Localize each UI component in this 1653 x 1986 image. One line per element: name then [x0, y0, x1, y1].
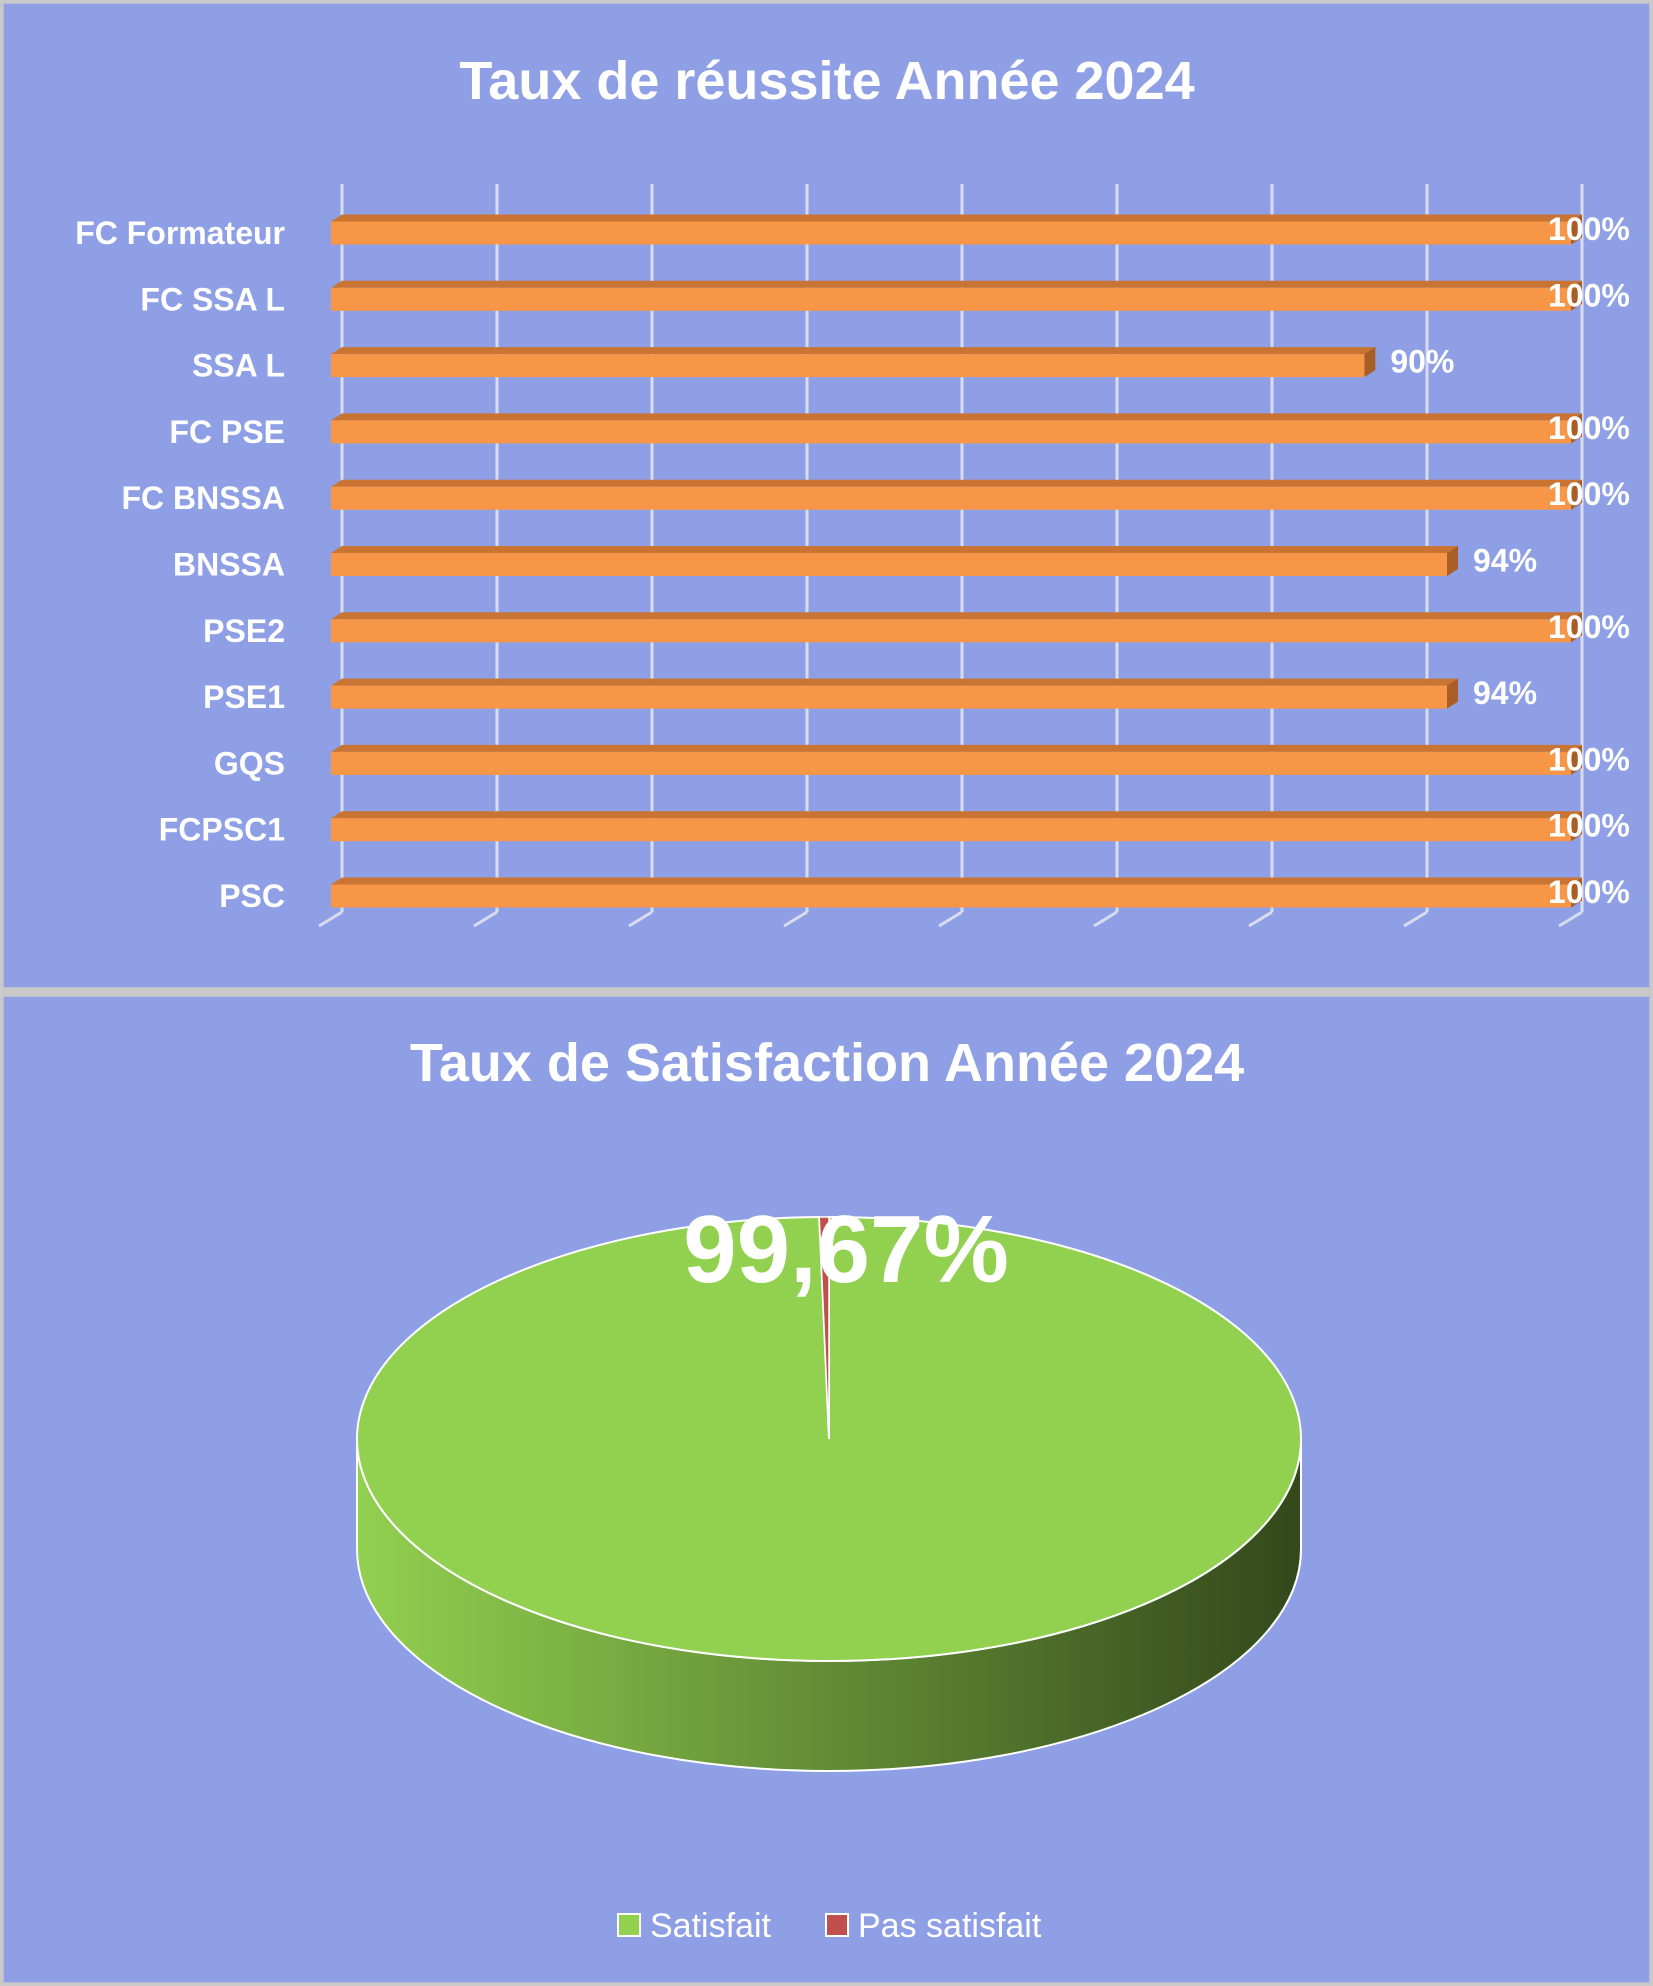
bar-top-pse1 [331, 678, 1458, 686]
value-label-fcpsc1: 100% [1548, 808, 1630, 844]
legend-swatch-pas-satisfait [825, 1913, 849, 1937]
bar-end-fc-formateur [1571, 214, 1582, 245]
value-label-psc: 100% [1548, 874, 1630, 910]
bar-end-fc-pse [1571, 413, 1582, 444]
bar-fc-formateur [331, 221, 1571, 245]
bar-end-bnssa [1447, 546, 1458, 576]
legend: Satisfait Pas satisfait [617, 1907, 1042, 1945]
pie-data-label: 99,67% [683, 1196, 1009, 1303]
bar-pse1 [331, 685, 1447, 709]
bar-top-gqs [331, 744, 1582, 752]
bar-fcpsc1 [331, 818, 1571, 842]
bar-top-bnssa [331, 546, 1458, 553]
satisfaction-chart-panel: Taux de Satisfaction Année 2024 99,67% S… [3, 996, 1650, 1983]
value-label-ssa-l: 90% [1390, 344, 1454, 380]
gridline-floor [318, 910, 343, 928]
chart-title: Taux de réussite Année 2024 [459, 51, 1194, 111]
gridline-floor [1093, 910, 1118, 928]
bar-gqs [331, 751, 1571, 775]
bar-bnssa [331, 553, 1447, 576]
legend-swatch-satisfait [617, 1913, 641, 1937]
gridline-floor [1248, 910, 1273, 928]
bar-end-fcpsc1 [1571, 811, 1582, 842]
chart-title: Taux de Satisfaction Année 2024 [410, 1033, 1244, 1093]
satisfaction-pie-chart: Taux de Satisfaction Année 2024 99,67% S… [4, 997, 1649, 1982]
bar-fc-ssa-l [331, 287, 1571, 311]
gridline-floor [1558, 910, 1583, 928]
bar-end-pse2 [1571, 612, 1582, 643]
success-rate-bar-chart: Taux de réussite Année 2024 FC Formateur… [4, 4, 1649, 987]
value-label-fc-pse: 100% [1548, 410, 1630, 446]
bar-psc [331, 884, 1571, 908]
legend-label-pas-satisfait: Pas satisfait [858, 1907, 1042, 1945]
bar-end-pse1 [1447, 678, 1458, 709]
category-label-fcpsc1: FCPSC1 [159, 812, 285, 848]
legend-label-satisfait: Satisfait [650, 1907, 771, 1945]
bar-end-psc [1571, 877, 1582, 908]
value-labels: 100% 100% 90% 100% 100% 94% 100% 94% 100% 100% 100… [1390, 211, 1630, 910]
category-label-bnssa: BNSSA [173, 547, 285, 583]
category-label-ssa-l: SSA L [192, 348, 285, 384]
gridline-floor [628, 910, 653, 928]
bar-end-fc-ssa-l [1571, 280, 1582, 311]
value-label-pse1: 94% [1473, 675, 1537, 711]
category-label-fc-formateur: FC Formateur [75, 215, 285, 251]
value-label-fc-bnssa: 100% [1548, 476, 1630, 512]
success-rate-chart-panel: Taux de réussite Année 2024 FC Formateur… [3, 3, 1650, 988]
value-label-fc-ssa-l: 100% [1548, 277, 1630, 313]
bar-fc-pse [331, 420, 1571, 444]
category-label-gqs: GQS [214, 745, 285, 781]
value-label-pse2: 100% [1548, 609, 1630, 645]
bar-top-fc-pse [331, 413, 1582, 421]
value-label-gqs: 100% [1548, 741, 1630, 777]
bar-top-pse2 [331, 612, 1582, 620]
category-label-psc: PSC [219, 878, 285, 914]
bar-top-fc-formateur [331, 214, 1582, 222]
bars [331, 214, 1582, 908]
bar-fc-bnssa [331, 486, 1571, 510]
bar-end-gqs [1571, 744, 1582, 775]
category-label-pse1: PSE1 [203, 679, 285, 715]
pie-slice-pas-satisfait [818, 1216, 830, 1440]
bar-top-fc-ssa-l [331, 280, 1582, 288]
gridline-floor [1403, 910, 1428, 928]
bar-end-ssa-l [1364, 347, 1376, 378]
category-labels: FC Formateur FC SSA L SSA L FC PSE FC BNSSA B… [75, 215, 285, 914]
category-label-fc-ssa-l: FC SSA L [140, 281, 285, 317]
value-label-fc-formateur: 100% [1548, 211, 1630, 247]
bar-top-fc-bnssa [331, 479, 1582, 487]
category-label-fc-pse: FC PSE [169, 414, 285, 450]
bar-pse2 [331, 619, 1571, 643]
gridline-floor [938, 910, 963, 928]
bar-end-fc-bnssa [1571, 479, 1582, 510]
bar-top-psc [331, 877, 1582, 885]
gridline-floor [473, 910, 498, 928]
gridline-floor [783, 910, 808, 928]
category-label-pse2: PSE2 [203, 613, 285, 649]
value-label-bnssa: 94% [1473, 543, 1537, 579]
bar-ssa-l [331, 354, 1365, 378]
bar-top-ssa-l [331, 347, 1376, 355]
bar-top-fcpsc1 [331, 811, 1582, 819]
category-label-fc-bnssa: FC BNSSA [121, 480, 285, 516]
